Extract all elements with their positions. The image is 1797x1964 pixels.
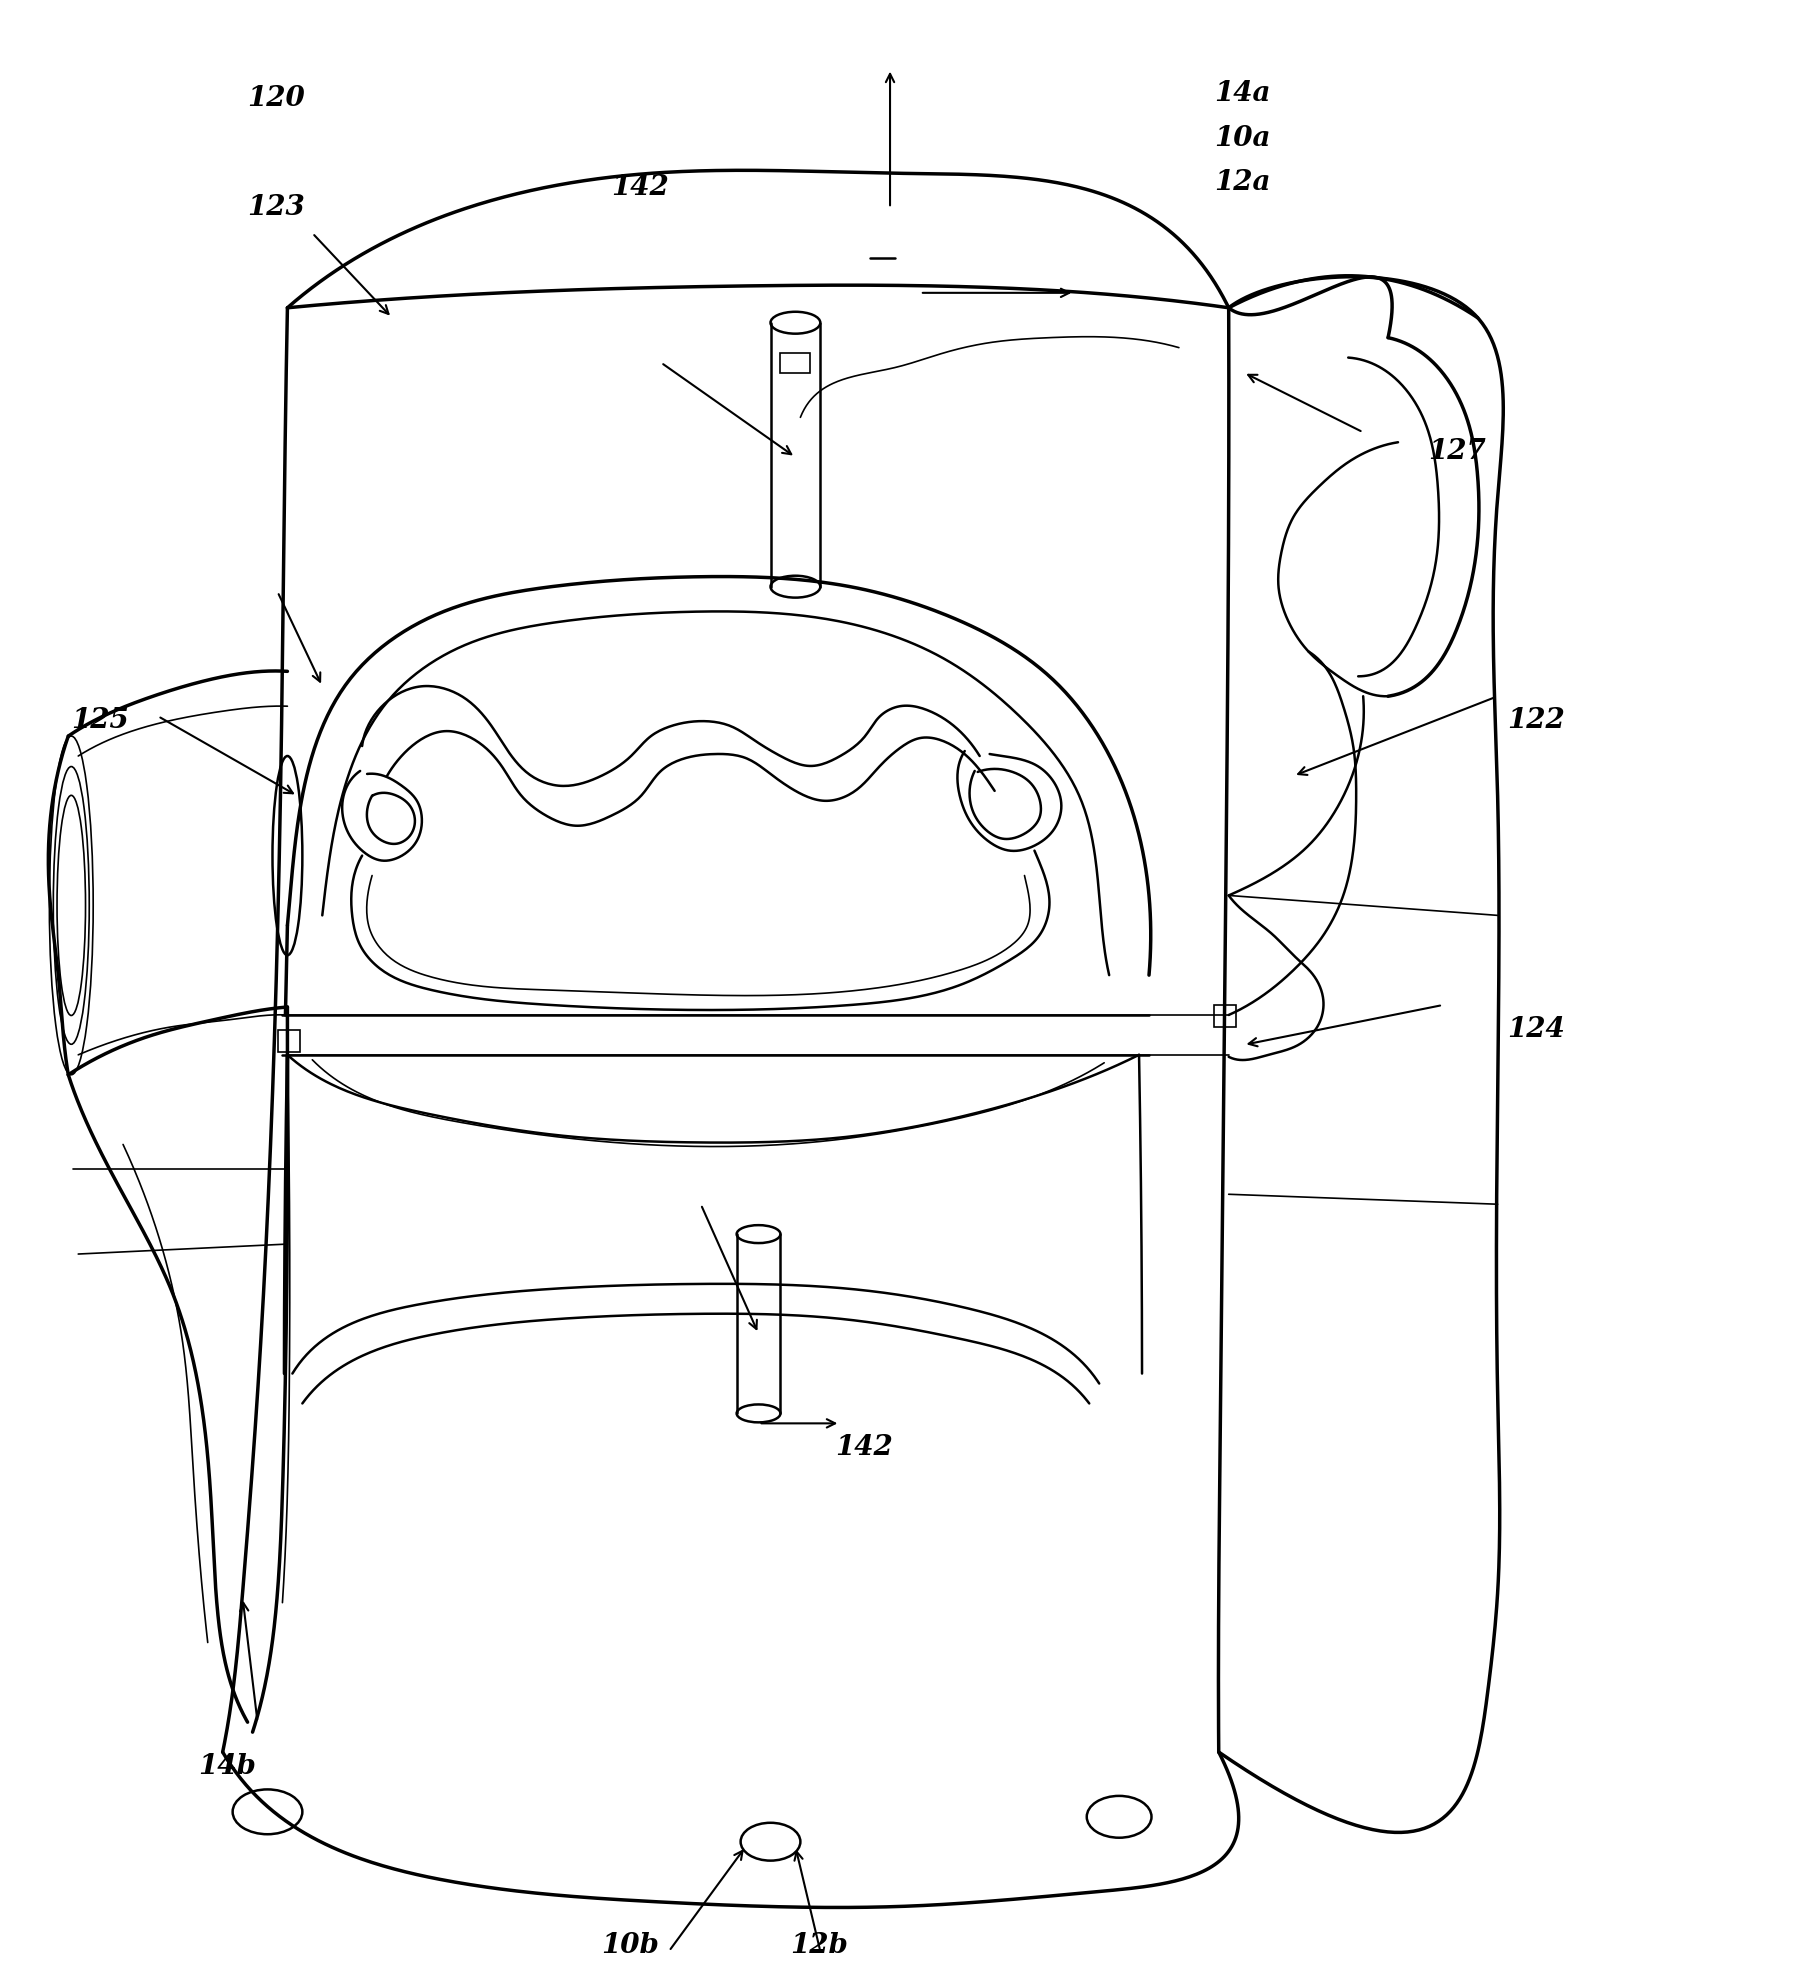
Text: 125: 125 — [72, 707, 129, 735]
Text: 10a: 10a — [1213, 124, 1270, 151]
Text: 14b: 14b — [198, 1752, 255, 1779]
Bar — [1213, 1006, 1236, 1027]
Text: 12b: 12b — [791, 1931, 848, 1958]
Text: 10b: 10b — [602, 1931, 659, 1958]
Text: 123: 123 — [248, 194, 305, 222]
Text: 14a: 14a — [1213, 81, 1270, 106]
Text: 12a: 12a — [1213, 169, 1270, 196]
Text: 142: 142 — [611, 175, 668, 200]
Text: 142: 142 — [836, 1434, 893, 1461]
Text: 127: 127 — [1429, 438, 1486, 465]
Text: 120: 120 — [248, 84, 305, 112]
Bar — [780, 354, 810, 373]
Text: 124: 124 — [1508, 1015, 1565, 1043]
Bar — [279, 1031, 300, 1053]
Text: 122: 122 — [1508, 707, 1565, 735]
